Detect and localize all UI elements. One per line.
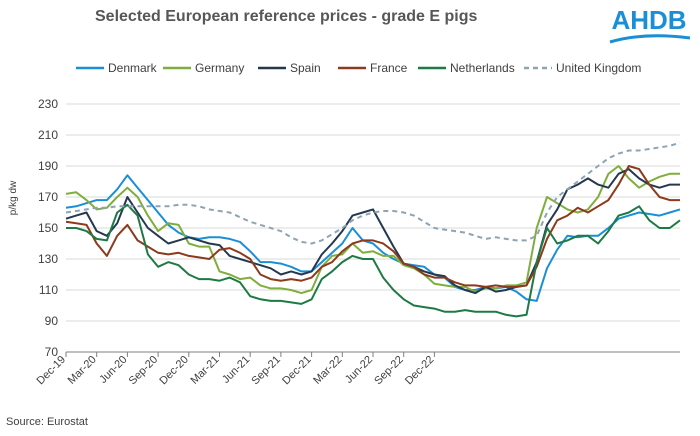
- chart-title: Selected European reference prices - gra…: [95, 8, 478, 25]
- logo-swoosh: [609, 34, 691, 44]
- series-line-denmark: [65, 174, 681, 302]
- y-tick-label: 230: [38, 97, 58, 111]
- x-tick-label: Mar-20: [66, 354, 99, 387]
- legend-label: Spain: [290, 61, 321, 75]
- x-tick-label: Mar-21: [188, 354, 221, 387]
- series-line-netherlands: [66, 203, 681, 318]
- y-tick-label: 130: [38, 252, 58, 266]
- ahdb-logo: AHDB: [609, 5, 691, 44]
- series-line-spain: [65, 168, 680, 295]
- y-tick-label: 210: [38, 128, 58, 142]
- x-tick-label: Jun-20: [97, 354, 129, 386]
- y-axis-ticks: 70 90 110 130 150 170 190 210 230: [38, 97, 58, 359]
- legend-label: United Kingdom: [556, 61, 641, 75]
- series-line-united-kingdom: [65, 141, 681, 245]
- x-tick-label: Dec-21: [280, 354, 314, 388]
- y-tick-label: 110: [39, 283, 58, 297]
- x-tick-label: Mar-22: [311, 354, 344, 387]
- x-tick-label: Sep-21: [249, 354, 283, 388]
- y-tick-label: 190: [38, 159, 58, 173]
- x-tick-label: Jun-22: [343, 354, 375, 386]
- series-line-germany: [65, 165, 680, 295]
- chart-legend: Denmark Germany Spain France Netherlands Unit…: [76, 61, 641, 75]
- x-tick-label: Sep-22: [372, 354, 406, 388]
- series-lines: [65, 141, 681, 318]
- x-tick-label: Sep-20: [127, 354, 161, 388]
- gridlines: [66, 103, 680, 353]
- x-tick-label: Dec-20: [157, 354, 191, 388]
- x-axis: Dec-19Mar-20Jun-20Sep-20Dec-20Mar-21Jun-…: [35, 352, 437, 387]
- y-tick-label: 170: [38, 190, 58, 204]
- source-note: Source: Eurostat: [6, 416, 88, 428]
- legend-label: Netherlands: [450, 61, 515, 75]
- series-line-france: [65, 165, 680, 288]
- legend-label: Germany: [195, 61, 244, 75]
- y-tick-label: 70: [45, 345, 59, 359]
- y-tick-label: 90: [45, 314, 59, 328]
- x-tick-label: Dec-22: [403, 354, 437, 388]
- y-tick-label: 150: [38, 221, 58, 235]
- logo-text: AHDB: [611, 5, 686, 35]
- x-tick-label: Jun-21: [220, 354, 252, 386]
- legend-label: Denmark: [108, 61, 158, 75]
- y-axis-label: p/kg dw: [8, 180, 19, 215]
- legend-label: France: [370, 61, 408, 75]
